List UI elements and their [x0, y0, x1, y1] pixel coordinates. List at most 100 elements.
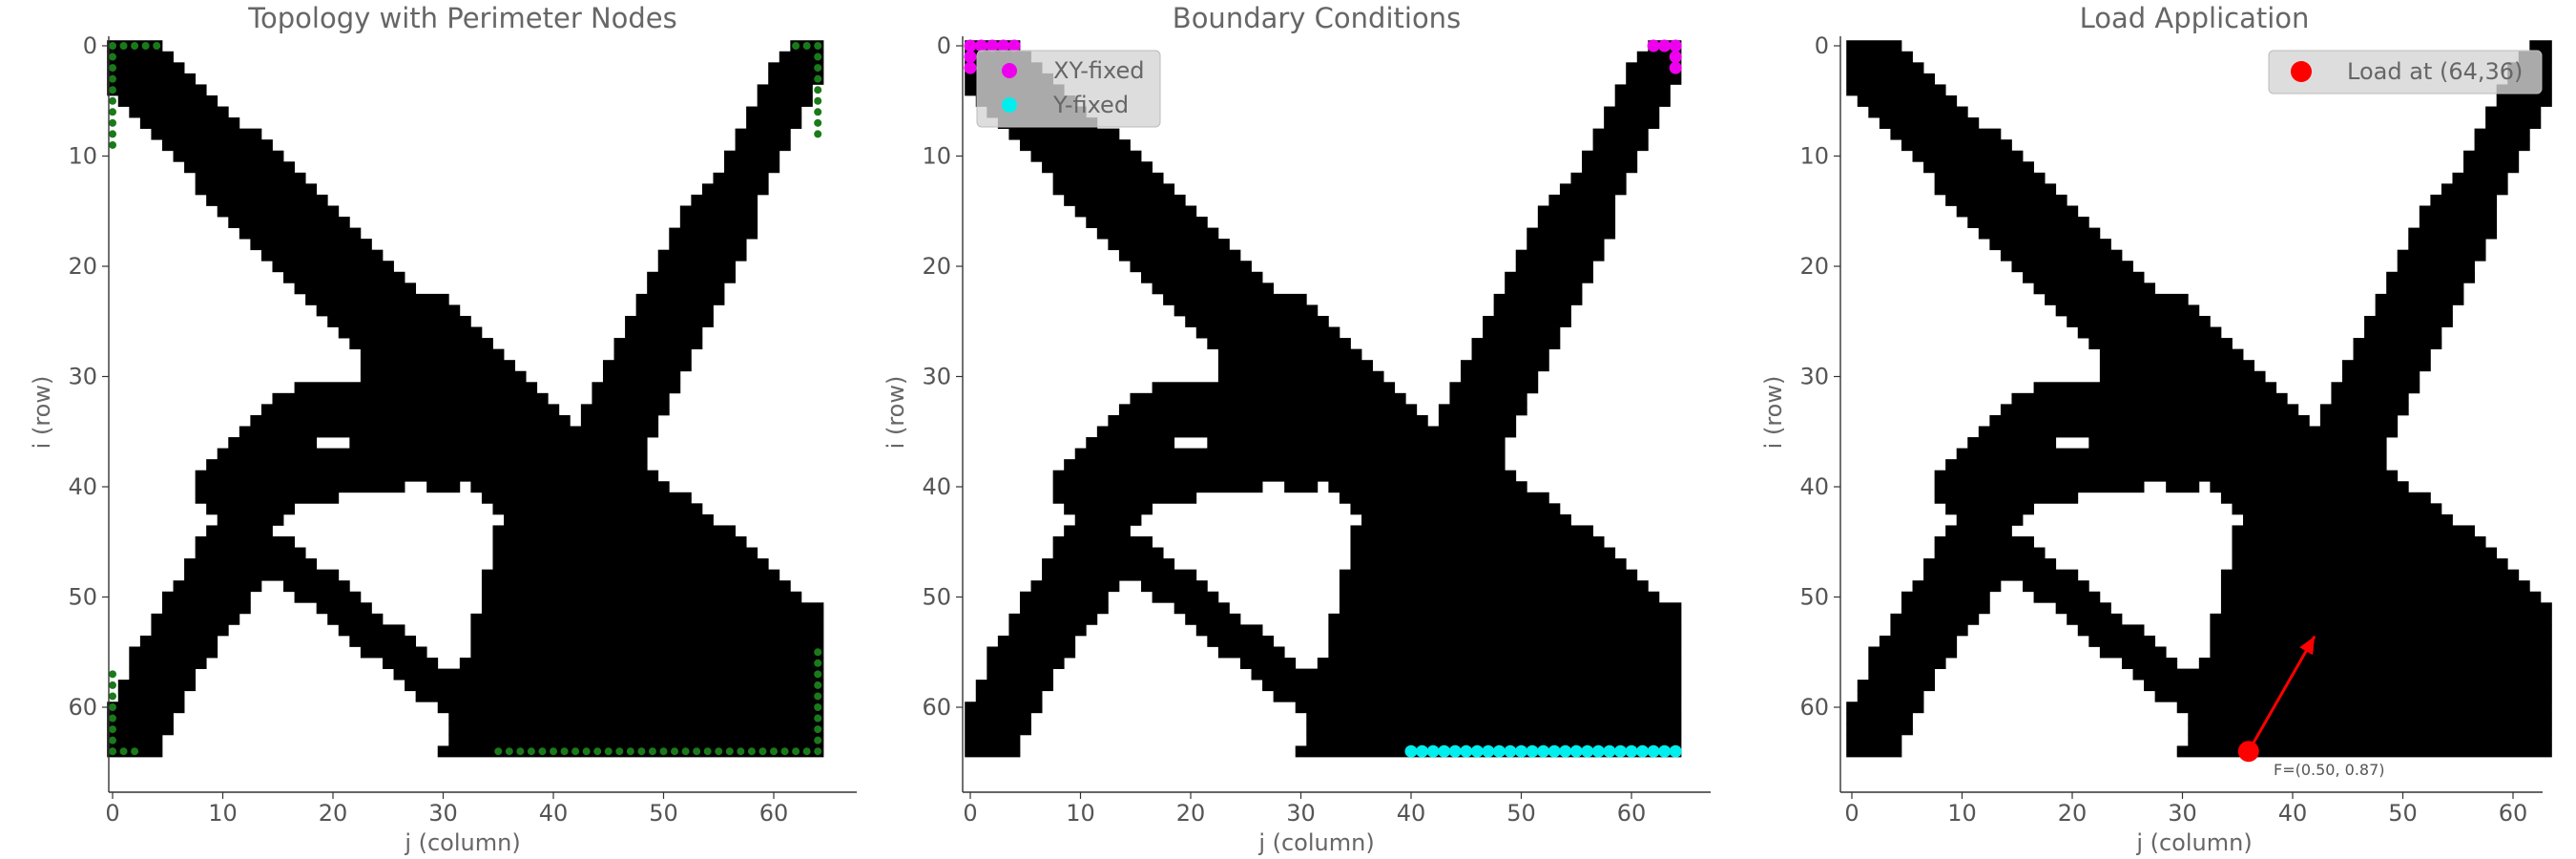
- material-run: [1978, 227, 2101, 240]
- material-run: [151, 613, 240, 625]
- point-xy-fixed: [964, 39, 977, 52]
- material-run: [602, 370, 681, 383]
- material-run: [1052, 492, 1197, 504]
- material-run: [349, 338, 493, 350]
- y-tick-label: 60: [68, 694, 97, 721]
- material-run: [1890, 128, 2002, 140]
- material-run: [2430, 194, 2498, 206]
- material-run: [1471, 338, 1561, 350]
- material-run: [1052, 547, 1164, 559]
- material-run: [1350, 535, 1605, 548]
- material-run: [2232, 525, 2475, 537]
- point-y-fixed: [1404, 744, 1418, 758]
- material-run: [2463, 161, 2520, 174]
- y-tick-label: 40: [922, 473, 951, 500]
- perimeter-node: [538, 747, 547, 756]
- perimeter-node: [604, 747, 613, 756]
- material-run: [1846, 745, 1902, 758]
- material-run: [327, 315, 471, 327]
- material-run: [1328, 635, 1682, 647]
- material-run: [965, 745, 1021, 758]
- material-run: [1582, 161, 1638, 174]
- y-tick-label: 10: [68, 143, 97, 170]
- y-tick-label: 20: [1799, 253, 1829, 280]
- point-xy-fixed: [1008, 39, 1021, 52]
- material-run: [173, 580, 262, 593]
- perimeter-node: [814, 74, 822, 83]
- material-run: [2364, 315, 2453, 327]
- material-run: [1934, 535, 2034, 548]
- material-run: [470, 613, 824, 625]
- material-run: [2220, 569, 2520, 581]
- x-tick-label: 30: [1286, 800, 1316, 827]
- material-run: [1217, 646, 1285, 659]
- material-run: [228, 437, 318, 449]
- material-run: [1217, 370, 1384, 383]
- material-run: [2210, 646, 2552, 659]
- material-run: [2210, 613, 2552, 625]
- point-xy-fixed: [1647, 39, 1660, 52]
- perimeter-node: [505, 747, 513, 756]
- perimeter-node: [141, 42, 150, 50]
- perimeter-node: [814, 736, 822, 744]
- material-run: [1604, 106, 1660, 118]
- material-run: [107, 51, 174, 63]
- perimeter-node: [131, 42, 139, 50]
- chart-title: Topology with Perimeter Nodes: [247, 2, 677, 34]
- perimeter-node: [582, 747, 591, 756]
- legend-label-y-fixed: Y-fixed: [1052, 92, 1129, 118]
- y-axis-label: i (row): [29, 376, 55, 450]
- material-run: [1328, 646, 1682, 659]
- perimeter-node: [814, 747, 822, 756]
- perimeter-node: [814, 96, 822, 105]
- material-run: [2232, 535, 2486, 548]
- material-run: [2353, 338, 2442, 350]
- material-run: [1163, 293, 1307, 305]
- material-run: [1339, 591, 1660, 603]
- material-run: [195, 481, 405, 493]
- material-run: [1527, 227, 1616, 240]
- point-y-fixed: [1569, 744, 1583, 758]
- material-run: [2331, 382, 2420, 394]
- material-run: [1989, 239, 2111, 251]
- material-run: [987, 658, 1065, 669]
- material-run: [1901, 139, 2012, 152]
- material-run: [2000, 249, 2123, 262]
- material-run: [2463, 150, 2520, 162]
- material-run: [2077, 326, 2222, 339]
- material-run: [338, 624, 405, 637]
- material-run: [1052, 481, 1263, 493]
- material-run: [1030, 150, 1142, 162]
- material-run: [1086, 217, 1208, 228]
- x-axis-label: j (column): [2135, 829, 2252, 856]
- material-run: [382, 658, 439, 669]
- material-run: [161, 602, 251, 615]
- y-tick-label: 0: [1815, 32, 1829, 59]
- point-y-fixed: [1603, 744, 1616, 758]
- perimeter-node: [109, 52, 116, 61]
- material-run: [139, 117, 240, 130]
- perimeter-node: [814, 86, 822, 94]
- perimeter-node: [814, 108, 822, 116]
- material-run: [1879, 635, 1958, 647]
- material-run: [965, 712, 1031, 724]
- material-run: [117, 94, 218, 107]
- perimeter-node: [659, 747, 668, 756]
- material-run: [1361, 513, 1571, 526]
- material-run: [2419, 205, 2498, 218]
- perimeter-node: [814, 670, 822, 679]
- panel-topology: Topology with Perimeter Nodes 0 10 20 30 40 5…: [29, 2, 857, 856]
- material-run: [2077, 624, 2145, 637]
- perimeter-node: [494, 747, 503, 756]
- x-tick-label: 10: [208, 800, 238, 827]
- material-run: [1846, 51, 1913, 63]
- perimeter-node: [814, 52, 822, 61]
- y-tick-label: 30: [1799, 364, 1829, 390]
- y-tick-label: 10: [922, 143, 951, 170]
- point-y-fixed: [1647, 744, 1660, 758]
- material-run: [1537, 217, 1616, 228]
- material-run: [1570, 172, 1627, 184]
- axes: 0 10 20 30 40 50 60 0 10 20 30 40 50 60: [68, 32, 857, 827]
- perimeter-node: [131, 747, 139, 756]
- material-run: [691, 194, 758, 206]
